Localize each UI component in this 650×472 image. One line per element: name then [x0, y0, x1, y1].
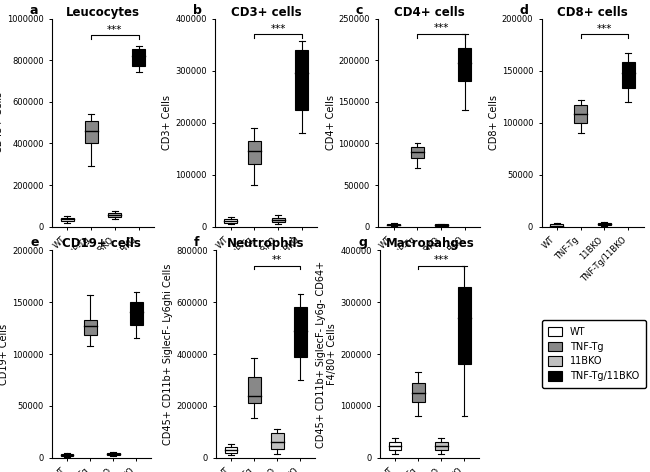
Bar — [225, 447, 237, 453]
Y-axis label: CD8+ Cells: CD8+ Cells — [489, 95, 499, 150]
Text: ***: *** — [597, 24, 612, 34]
Bar — [248, 141, 261, 164]
Bar — [109, 213, 122, 217]
Bar — [621, 62, 634, 88]
Bar — [271, 433, 283, 449]
Text: e: e — [30, 236, 38, 249]
Bar — [551, 225, 564, 226]
Y-axis label: CD4+ Cells: CD4+ Cells — [326, 95, 336, 150]
Y-axis label: CD19+ Cells: CD19+ Cells — [0, 323, 9, 385]
Bar — [458, 48, 471, 81]
Text: ***: *** — [434, 23, 449, 33]
Bar — [458, 287, 471, 364]
Y-axis label: CD45+ CD11b+ SiglecF- Ly6g- CD64+
F4/80+ Cells: CD45+ CD11b+ SiglecF- Ly6g- CD64+ F4/80+… — [316, 261, 337, 447]
Bar — [107, 453, 120, 455]
Text: **: ** — [272, 255, 282, 265]
Text: ***: *** — [270, 24, 286, 34]
Bar — [435, 225, 448, 226]
Title: Macropahges: Macropahges — [385, 237, 474, 250]
Title: CD4+ cells: CD4+ cells — [394, 6, 465, 19]
Y-axis label: CD45+ Cells: CD45+ Cells — [0, 92, 4, 153]
Text: f: f — [194, 236, 200, 249]
Bar — [412, 382, 424, 402]
Bar — [61, 218, 74, 221]
Bar — [60, 454, 73, 456]
Bar — [272, 218, 285, 222]
Text: a: a — [29, 4, 38, 17]
Bar — [294, 307, 307, 357]
Bar — [84, 320, 96, 335]
Bar — [574, 105, 587, 123]
Bar — [248, 378, 261, 403]
Title: CD8+ cells: CD8+ cells — [557, 6, 628, 19]
Text: b: b — [193, 4, 202, 17]
Bar — [132, 49, 145, 66]
Text: ***: *** — [434, 255, 449, 265]
Bar — [435, 442, 448, 450]
Title: Leucocytes: Leucocytes — [66, 6, 140, 19]
Text: c: c — [356, 4, 363, 17]
Bar — [295, 50, 308, 110]
Text: ***: *** — [107, 25, 123, 35]
Bar — [598, 223, 611, 225]
Y-axis label: CD3+ Cells: CD3+ Cells — [162, 95, 172, 150]
Text: d: d — [519, 4, 528, 17]
Legend: WT, TNF-Tg, 11BKO, TNF-Tg/11BKO: WT, TNF-Tg, 11BKO, TNF-Tg/11BKO — [541, 320, 646, 388]
Y-axis label: CD45+ CD11b+ SiglecF- Ly6ghi Cells: CD45+ CD11b+ SiglecF- Ly6ghi Cells — [163, 263, 174, 445]
Bar — [389, 442, 402, 450]
Bar — [224, 219, 237, 223]
Title: CD3+ cells: CD3+ cells — [231, 6, 302, 19]
Bar — [387, 224, 400, 225]
Title: Neutrophils: Neutrophils — [227, 237, 304, 250]
Bar — [130, 302, 143, 325]
Title: CD19+ cells: CD19+ cells — [62, 237, 141, 250]
Bar — [411, 147, 424, 159]
Text: g: g — [358, 236, 367, 249]
Bar — [84, 121, 98, 143]
